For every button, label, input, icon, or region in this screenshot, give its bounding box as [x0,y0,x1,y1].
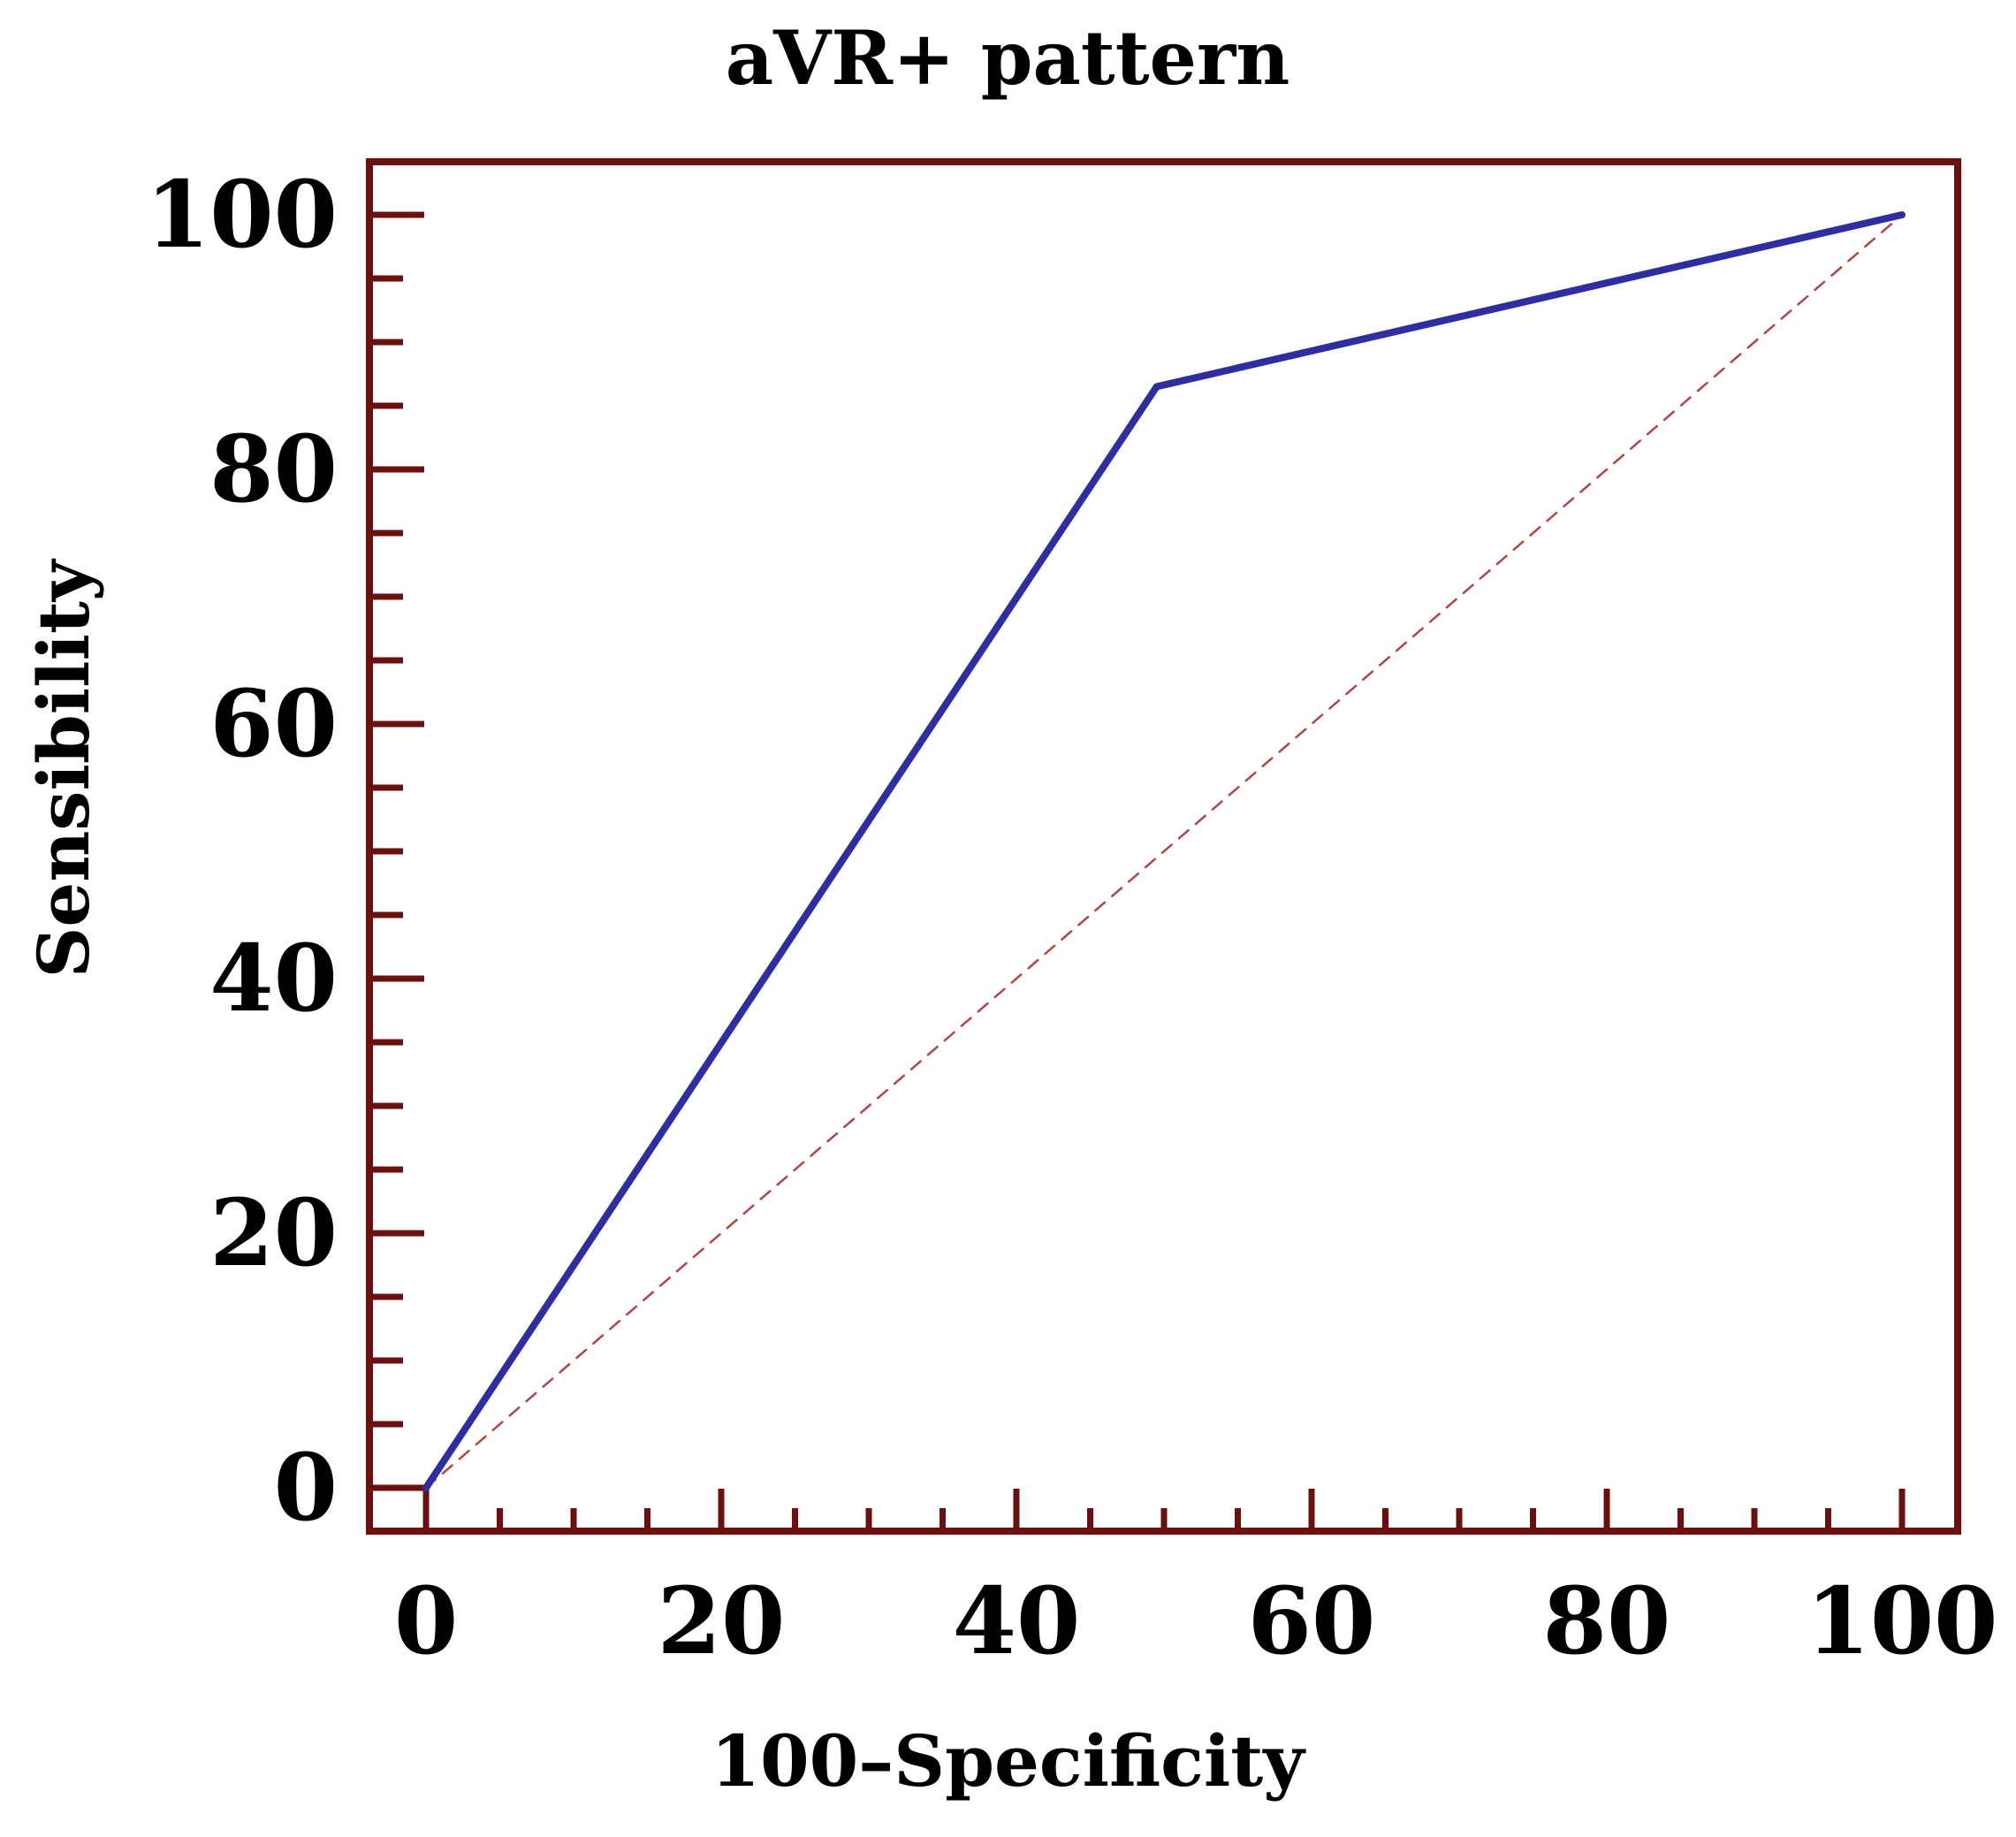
x-tick-label: 100 [1806,1566,1997,1675]
x-tick-label: 40 [953,1566,1081,1675]
x-axis-label: 100–Specificity [711,1719,1306,1803]
y-tick-label: 0 [274,1433,338,1542]
y-tick-labels: 0 20 40 60 80 100 [146,160,338,1542]
x-tick-label: 0 [394,1566,458,1675]
axis-ticks [369,211,1906,1531]
y-tick-label: 60 [209,669,338,778]
x-tick-label: 80 [1543,1566,1671,1675]
chart-title: aVR+ pattern [726,14,1290,102]
x-tick-label: 60 [1248,1566,1376,1675]
reference-line-group [424,213,1904,1490]
y-tick-label: 100 [146,160,338,269]
y-tick-label: 20 [209,1178,338,1287]
plot-frame [366,158,1961,1535]
roc-curve-line [422,211,1906,1491]
reference-diagonal-line [424,213,1904,1490]
y-axis-label: Sensibility [22,558,105,978]
y-tick-label: 40 [209,924,338,1033]
x-tick-labels: 0 20 40 60 80 100 [394,1566,1998,1675]
y-tick-label: 80 [209,415,338,523]
roc-curve-group [422,211,1906,1491]
x-tick-label: 20 [658,1566,786,1675]
plot-area [366,158,1961,1535]
